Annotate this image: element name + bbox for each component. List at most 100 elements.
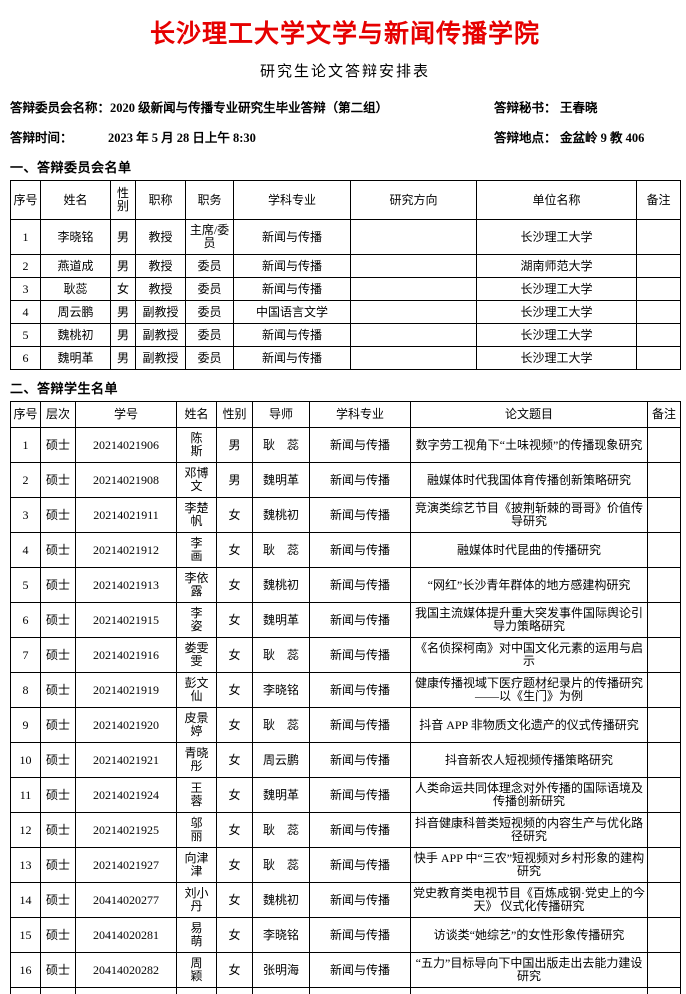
- table-cell: 王 蓉: [177, 778, 217, 813]
- table-cell: 魏桃初: [253, 498, 310, 533]
- table-cell: 硕士: [41, 673, 76, 708]
- table-cell: 长沙理工大学: [477, 278, 637, 301]
- table-cell: [41, 988, 76, 994]
- table-cell: 20214021913: [76, 568, 177, 603]
- table-cell: 新闻与传播: [310, 743, 411, 778]
- table-cell: 20214021925: [76, 813, 177, 848]
- secretary-field: 答辩秘书：王春晓: [494, 97, 680, 116]
- table-cell: 李 姿: [177, 603, 217, 638]
- table-cell: 20414020281: [76, 918, 177, 953]
- table-cell: 委员: [186, 278, 234, 301]
- column-header: 职称: [136, 181, 186, 220]
- table-cell: 向津津: [177, 848, 217, 883]
- table-cell: 5: [11, 568, 41, 603]
- column-header: 序号: [11, 402, 41, 428]
- defense-time-field: 答辩时间：2023 年 5 月 28 日上午 8:30: [10, 127, 480, 146]
- table-cell: 男: [217, 463, 253, 498]
- column-header: 论文题目: [411, 402, 648, 428]
- table-cell: 20214021919: [76, 673, 177, 708]
- table-cell: 魏明革: [41, 347, 111, 370]
- table-cell: 男: [111, 347, 136, 370]
- table-cell: 20214021916: [76, 638, 177, 673]
- table-cell: 委员: [186, 324, 234, 347]
- table-cell: 4: [11, 533, 41, 568]
- table-cell: [351, 324, 477, 347]
- table-cell: 6: [11, 347, 41, 370]
- table-cell: 魏桃初: [41, 324, 111, 347]
- table-cell: 抖音 APP 非物质文化遗产的仪式传播研究: [411, 708, 648, 743]
- table-cell: 女: [111, 278, 136, 301]
- table-cell: [648, 463, 681, 498]
- table-cell: 我国主流媒体提升重大突发事件国际舆论引导力策略研究: [411, 603, 648, 638]
- table-cell: 竞演类综艺节目《披荆斩棘的哥哥》价值传导研究: [411, 498, 648, 533]
- table-cell: 耿 蕊: [253, 533, 310, 568]
- table-cell: [648, 848, 681, 883]
- table-cell: 1: [11, 220, 41, 255]
- column-header: 导师: [253, 402, 310, 428]
- table-cell: 2: [11, 255, 41, 278]
- table-cell: 女: [217, 673, 253, 708]
- table-cell: 魏桃初: [253, 883, 310, 918]
- table-cell: 《名侦探柯南》对中国文化元素的运用与启示: [411, 638, 648, 673]
- table-header-row: 序号层次学号姓名性别导师学科专业论文题目备注: [11, 402, 681, 428]
- column-header: 备注: [648, 402, 681, 428]
- column-header: 性别: [217, 402, 253, 428]
- table-cell: 魏明革: [253, 463, 310, 498]
- table-cell: [351, 347, 477, 370]
- table-cell: 硕士: [41, 603, 76, 638]
- table-cell: 新闻与传播: [310, 533, 411, 568]
- column-header: 序号: [11, 181, 41, 220]
- table-cell: 硕士: [41, 778, 76, 813]
- column-header: 学科专业: [234, 181, 351, 220]
- table-cell: 20214021915: [76, 603, 177, 638]
- table-cell: 委员: [186, 347, 234, 370]
- table-cell: [648, 603, 681, 638]
- table-cell: 长沙理工大学: [477, 301, 637, 324]
- table-cell: 周云鹏: [253, 743, 310, 778]
- table-cell: 15: [11, 918, 41, 953]
- table-cell: [648, 673, 681, 708]
- table-cell: [648, 638, 681, 673]
- committee-name-value: 2020 级新闻与传播专业研究生毕业答辩（第二组）: [110, 101, 388, 115]
- table-cell: 16: [11, 953, 41, 988]
- column-header: 性别: [111, 181, 136, 220]
- secretary-value: 王春晓: [560, 101, 598, 115]
- table-cell: [76, 988, 177, 994]
- table-row-partial: [11, 988, 681, 994]
- table-cell: 耿蕊: [41, 278, 111, 301]
- table-cell: 硕士: [41, 533, 76, 568]
- table-cell: 魏明革: [253, 778, 310, 813]
- table-cell: 耿 蕊: [253, 848, 310, 883]
- table-cell: 委员: [186, 255, 234, 278]
- table-cell: 副教授: [136, 301, 186, 324]
- table-cell: 抖音新农人短视频传播策略研究: [411, 743, 648, 778]
- defense-location-value: 金盆岭 9 教 406: [560, 131, 644, 145]
- table-cell: 20214021921: [76, 743, 177, 778]
- table-cell: 李楚帆: [177, 498, 217, 533]
- table-cell: 20414020277: [76, 883, 177, 918]
- column-header: 职务: [186, 181, 234, 220]
- table-cell: 硕士: [41, 638, 76, 673]
- table-cell: 新闻与传播: [310, 673, 411, 708]
- table-cell: 数字劳工视角下“土味视频”的传播现象研究: [411, 428, 648, 463]
- table-cell: 访谈类“她综艺”的女性形象传播研究: [411, 918, 648, 953]
- table-cell: 耿 蕊: [253, 428, 310, 463]
- table-cell: 女: [217, 918, 253, 953]
- table-cell: 6: [11, 603, 41, 638]
- table-cell: 男: [217, 428, 253, 463]
- table-cell: [648, 813, 681, 848]
- column-header: 备注: [637, 181, 681, 220]
- table-cell: [253, 988, 310, 994]
- table-cell: 4: [11, 301, 41, 324]
- table-cell: 女: [217, 778, 253, 813]
- table-cell: 燕道成: [41, 255, 111, 278]
- table-cell: 硕士: [41, 848, 76, 883]
- table-cell: 11: [11, 778, 41, 813]
